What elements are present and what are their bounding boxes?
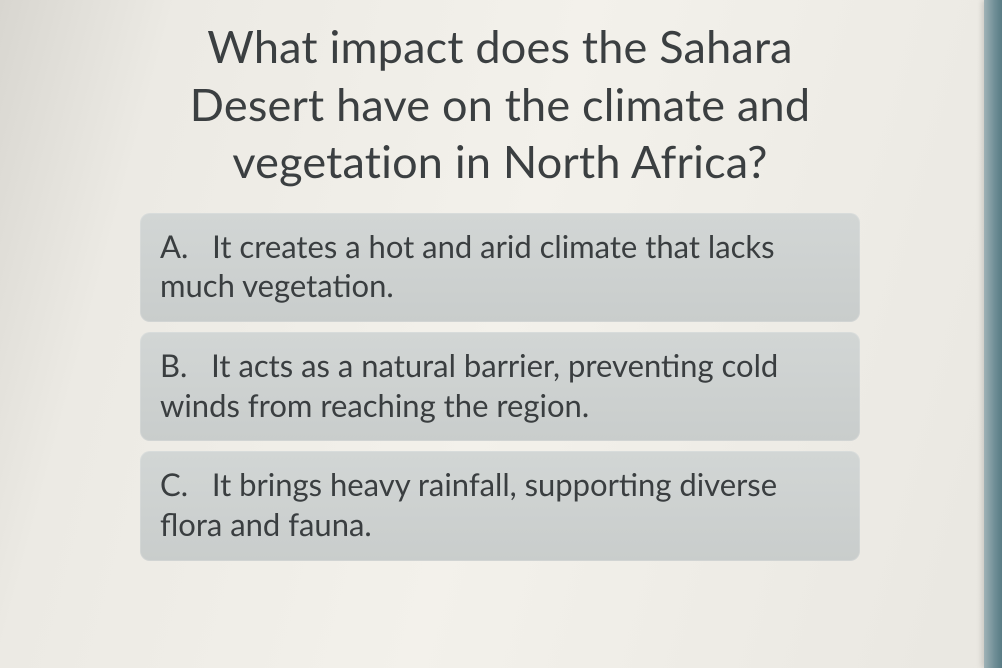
question-text: What impact does the Sahara Desert have … xyxy=(150,18,850,191)
option-a-text: It creates a hot and arid climate that l… xyxy=(160,227,775,305)
option-c-text: It brings heavy rainfall, supporting div… xyxy=(160,465,777,543)
option-c[interactable]: C. It brings heavy rainfall, supporting … xyxy=(140,451,860,560)
option-b-text: It acts as a natural barrier, preventing… xyxy=(160,346,778,424)
option-a[interactable]: A. It creates a hot and arid climate tha… xyxy=(140,213,860,322)
quiz-card: What impact does the Sahara Desert have … xyxy=(120,0,880,571)
option-a-label: A. xyxy=(160,227,188,265)
option-c-label: C. xyxy=(160,465,188,503)
options-list: A. It creates a hot and arid climate tha… xyxy=(140,213,860,561)
option-b-label: B. xyxy=(160,346,187,384)
right-edge-bar xyxy=(984,0,1002,668)
option-b[interactable]: B. It acts as a natural barrier, prevent… xyxy=(140,332,860,441)
